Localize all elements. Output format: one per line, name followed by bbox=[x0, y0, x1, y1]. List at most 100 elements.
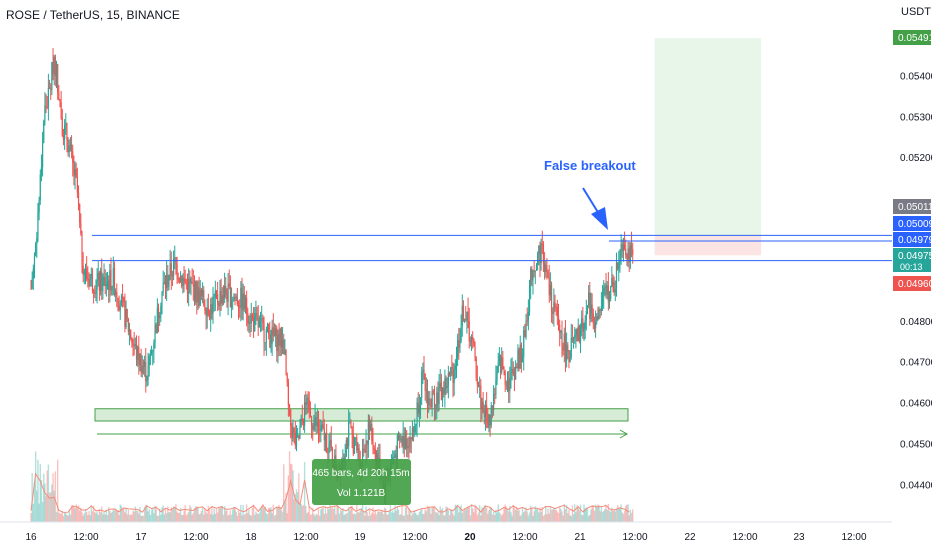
candle-body bbox=[73, 162, 75, 176]
volume-bar bbox=[146, 505, 148, 522]
price-badge-target[interactable] bbox=[893, 30, 931, 45]
candle-body bbox=[70, 144, 73, 152]
volume-bar bbox=[414, 510, 416, 522]
support-zone[interactable] bbox=[94, 408, 629, 422]
volume-bar bbox=[357, 512, 359, 522]
volume-bar bbox=[41, 502, 44, 522]
volume-bar bbox=[586, 508, 589, 522]
candle-body bbox=[119, 306, 121, 311]
candle-body bbox=[212, 298, 214, 314]
volume-bar bbox=[511, 515, 513, 522]
volume-bar bbox=[142, 515, 145, 522]
candle-body bbox=[506, 379, 509, 386]
candle-body bbox=[162, 284, 164, 292]
candle-body bbox=[605, 286, 607, 295]
candle-body bbox=[310, 416, 313, 426]
candle-body bbox=[509, 377, 511, 392]
candle-body bbox=[498, 355, 500, 363]
volume-bar bbox=[240, 505, 242, 522]
candle-body bbox=[243, 293, 245, 309]
currency-label: USDT bbox=[901, 6, 931, 18]
volume-bar bbox=[499, 513, 502, 522]
volume-bar bbox=[337, 505, 339, 522]
volume-bar bbox=[232, 509, 234, 522]
price-badge-entry[interactable] bbox=[893, 216, 931, 231]
volume-bar bbox=[175, 504, 177, 522]
volume-bar bbox=[112, 509, 115, 522]
candle-body bbox=[410, 437, 412, 440]
volume-bar bbox=[184, 505, 186, 522]
volume-bar bbox=[278, 504, 280, 522]
candle-body bbox=[82, 265, 84, 275]
volume-bar bbox=[123, 508, 125, 522]
volume-bar bbox=[613, 508, 615, 522]
candle-body bbox=[575, 329, 577, 335]
candle-body bbox=[513, 373, 516, 380]
candle-body bbox=[177, 277, 179, 280]
candle-body bbox=[366, 440, 368, 445]
stop-zone[interactable] bbox=[654, 235, 762, 256]
candle-body bbox=[140, 354, 142, 373]
volume-bar bbox=[359, 510, 361, 522]
volume-bar bbox=[152, 508, 154, 522]
candle-body bbox=[268, 323, 270, 335]
volume-bar bbox=[271, 512, 273, 522]
price-badge-stop[interactable] bbox=[893, 276, 931, 291]
volume-bar bbox=[149, 514, 152, 522]
candle-body bbox=[355, 437, 357, 439]
volume-bar bbox=[68, 509, 70, 522]
volume-bar bbox=[578, 510, 581, 522]
price-badge-last[interactable] bbox=[893, 248, 931, 272]
target-zone[interactable] bbox=[654, 38, 762, 236]
candle-body bbox=[552, 311, 554, 315]
volume-bar bbox=[141, 515, 143, 522]
candle-body bbox=[358, 448, 360, 461]
candle-body bbox=[330, 440, 332, 449]
candle-body bbox=[300, 418, 302, 428]
candle-body bbox=[321, 423, 323, 426]
volume-bar bbox=[153, 513, 155, 522]
volume-bar bbox=[519, 515, 521, 522]
volume-bar bbox=[130, 514, 132, 522]
volume-bar bbox=[241, 515, 243, 522]
candle-body bbox=[250, 314, 252, 324]
candle-body bbox=[109, 270, 111, 290]
volume-bar bbox=[407, 514, 409, 522]
candle-body bbox=[561, 331, 563, 348]
volume-bar bbox=[119, 504, 121, 522]
volume-bar bbox=[614, 511, 617, 522]
volume-bar bbox=[234, 507, 236, 522]
candle-body bbox=[280, 328, 283, 348]
symbol-title[interactable]: ROSE / TetherUS, 15, BINANCE bbox=[6, 8, 180, 22]
candle-body bbox=[218, 302, 220, 306]
candle-body bbox=[200, 289, 203, 296]
volume-bar bbox=[211, 506, 213, 522]
candle-body bbox=[312, 425, 314, 430]
volume-bar bbox=[351, 505, 353, 522]
candle-body bbox=[242, 293, 244, 311]
candle-body bbox=[439, 382, 441, 388]
volume-bar bbox=[473, 512, 475, 522]
measure-label[interactable]: 465 bars, 4d 20h 15m Vol 1.121B bbox=[312, 459, 411, 505]
price-badge-level[interactable] bbox=[893, 232, 931, 247]
volume-bar bbox=[626, 504, 628, 522]
candle-body bbox=[491, 405, 494, 411]
volume-bar bbox=[283, 464, 285, 522]
volume-bar bbox=[354, 514, 357, 522]
volume-bar bbox=[424, 509, 426, 522]
time-axis[interactable]: 16 12:00 17 12:00 18 12:00 19 12:00 20 12:00 21 12:… bbox=[0, 521, 892, 543]
candle-body bbox=[87, 278, 89, 280]
volume-bar bbox=[481, 507, 483, 522]
candle-body bbox=[591, 304, 593, 314]
candle-body bbox=[51, 62, 53, 91]
volume-bar bbox=[145, 504, 147, 522]
candle-body bbox=[563, 333, 565, 351]
volume-bar bbox=[106, 514, 109, 522]
candle-body bbox=[630, 245, 633, 250]
price-badge-alert[interactable] bbox=[893, 199, 931, 214]
candle-body bbox=[256, 313, 258, 318]
volume-bar bbox=[540, 511, 542, 522]
